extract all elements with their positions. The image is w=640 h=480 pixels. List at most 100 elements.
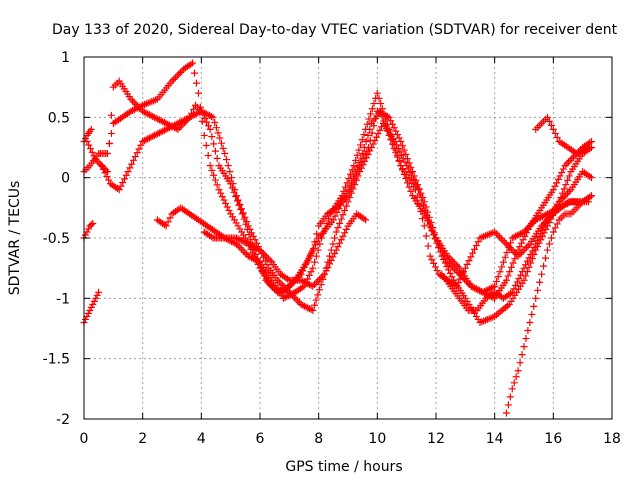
data-point bbox=[364, 131, 372, 139]
data-point bbox=[174, 119, 182, 127]
data-point bbox=[444, 252, 452, 260]
data-point bbox=[385, 125, 393, 133]
data-point bbox=[528, 219, 536, 227]
x-tick-label: 4 bbox=[197, 431, 206, 447]
data-point bbox=[519, 247, 527, 255]
data-point bbox=[543, 113, 551, 121]
data-point bbox=[238, 210, 246, 218]
data-point bbox=[97, 161, 105, 169]
data-point bbox=[241, 238, 249, 246]
data-point bbox=[162, 119, 170, 127]
data-point bbox=[559, 202, 567, 210]
data-point bbox=[194, 89, 202, 97]
data-point bbox=[388, 136, 396, 144]
data-point bbox=[95, 288, 103, 296]
data-point bbox=[356, 162, 364, 170]
data-point bbox=[311, 238, 319, 246]
data-point bbox=[450, 259, 458, 267]
data-point bbox=[510, 285, 518, 293]
data-point bbox=[170, 75, 178, 83]
data-point bbox=[491, 228, 499, 236]
data-point bbox=[176, 119, 184, 127]
data-point bbox=[326, 252, 334, 260]
data-point bbox=[420, 222, 428, 230]
data-point bbox=[553, 133, 561, 141]
data-point bbox=[239, 247, 247, 255]
data-point bbox=[497, 235, 505, 243]
data-point bbox=[253, 244, 261, 252]
data-point bbox=[213, 181, 221, 189]
data-point bbox=[162, 125, 170, 133]
data-point bbox=[562, 181, 570, 189]
data-point bbox=[535, 214, 543, 222]
data-point bbox=[127, 95, 135, 103]
chart-title: Day 133 of 2020, Sidereal Day-to-day VTE… bbox=[52, 22, 618, 38]
data-point bbox=[334, 243, 342, 251]
data-point bbox=[366, 136, 374, 144]
data-point bbox=[472, 285, 480, 293]
y-tick-label: 0.5 bbox=[48, 110, 70, 126]
x-tick-label: 18 bbox=[603, 431, 621, 447]
data-point bbox=[445, 254, 453, 262]
data-point bbox=[523, 243, 531, 251]
data-point bbox=[363, 147, 371, 155]
data-point bbox=[542, 254, 550, 262]
data-point bbox=[252, 250, 260, 258]
data-point bbox=[489, 283, 497, 291]
data-point bbox=[587, 174, 595, 182]
data-point bbox=[382, 115, 390, 123]
y-tick-label: -1.5 bbox=[43, 352, 70, 368]
data-point bbox=[536, 278, 544, 286]
data-point bbox=[132, 100, 140, 108]
data-point bbox=[224, 162, 232, 170]
data-point bbox=[492, 230, 500, 238]
data-point bbox=[344, 192, 352, 200]
data-point bbox=[130, 106, 138, 114]
data-point bbox=[395, 134, 403, 142]
data-point bbox=[535, 233, 543, 241]
data-point bbox=[390, 141, 398, 149]
data-point bbox=[86, 145, 94, 153]
data-point bbox=[214, 129, 222, 137]
data-point bbox=[302, 260, 310, 268]
data-point bbox=[339, 211, 347, 219]
data-point bbox=[337, 215, 345, 223]
data-point bbox=[496, 268, 504, 276]
data-point bbox=[545, 240, 553, 248]
data-point bbox=[348, 166, 356, 174]
data-point bbox=[336, 239, 344, 247]
data-point bbox=[87, 221, 95, 229]
data-point bbox=[228, 184, 236, 192]
data-point bbox=[159, 118, 167, 126]
data-point bbox=[244, 240, 252, 248]
data-point bbox=[486, 285, 494, 293]
data-point bbox=[472, 242, 480, 250]
data-point bbox=[275, 278, 283, 286]
data-point bbox=[341, 183, 349, 191]
data-point bbox=[90, 297, 98, 305]
data-point bbox=[277, 280, 285, 288]
data-point bbox=[209, 113, 217, 121]
data-point bbox=[305, 255, 313, 263]
data-point bbox=[264, 278, 272, 286]
data-point bbox=[525, 223, 533, 231]
data-point bbox=[414, 181, 422, 189]
data-point bbox=[246, 241, 254, 249]
data-point bbox=[422, 203, 430, 211]
data-point bbox=[353, 151, 361, 159]
data-point bbox=[99, 165, 107, 173]
data-point bbox=[233, 240, 241, 248]
data-point bbox=[568, 155, 576, 163]
data-point bbox=[355, 146, 363, 154]
data-point bbox=[139, 137, 147, 145]
data-point bbox=[404, 155, 412, 163]
data-point bbox=[368, 129, 376, 137]
data-point bbox=[249, 243, 257, 251]
data-point bbox=[181, 116, 189, 124]
data-point bbox=[447, 256, 455, 264]
data-point bbox=[363, 120, 371, 128]
data-point bbox=[119, 178, 127, 186]
data-point bbox=[508, 288, 516, 296]
data-point bbox=[522, 335, 530, 343]
data-point bbox=[318, 234, 326, 242]
